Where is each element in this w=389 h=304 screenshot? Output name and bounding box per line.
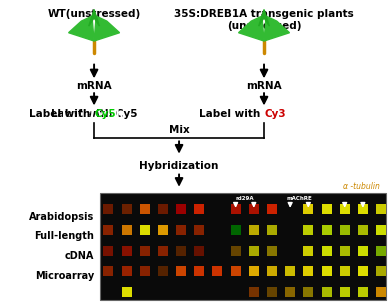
Text: Label with Cy5: Label with Cy5: [51, 109, 137, 119]
Text: WT(unstressed): WT(unstressed): [47, 9, 141, 19]
Point: [378, 269, 384, 274]
Point: [323, 269, 329, 274]
Point: [360, 227, 366, 232]
Point: [123, 207, 130, 212]
Point: [123, 290, 130, 295]
Point: [196, 248, 202, 253]
Bar: [100, 193, 385, 300]
Point: [378, 290, 384, 295]
Point: [360, 269, 366, 274]
Point: [251, 269, 257, 274]
Text: Mix: Mix: [169, 125, 189, 135]
Point: [305, 290, 312, 295]
Point: [342, 207, 348, 212]
Text: Full-length: Full-length: [34, 231, 94, 241]
Point: [178, 227, 184, 232]
Point: [251, 290, 257, 295]
Polygon shape: [89, 9, 100, 26]
Point: [160, 227, 166, 232]
Polygon shape: [68, 16, 94, 41]
Polygon shape: [264, 16, 289, 41]
Text: mRNA: mRNA: [76, 81, 112, 91]
Point: [160, 207, 166, 212]
Text: Label with: Label with: [29, 109, 94, 119]
Point: [178, 269, 184, 274]
Point: [233, 227, 239, 232]
Point: [269, 207, 275, 212]
Polygon shape: [238, 16, 264, 41]
Text: 35S:DREB1A transgenic plants
(unstressed): 35S:DREB1A transgenic plants (unstressed…: [174, 9, 354, 30]
Text: Hybridization: Hybridization: [139, 161, 219, 171]
Text: mAChRE: mAChRE: [286, 195, 312, 201]
Point: [287, 269, 293, 274]
Point: [233, 248, 239, 253]
Polygon shape: [259, 9, 269, 26]
Point: [305, 269, 312, 274]
Point: [105, 248, 112, 253]
Text: Cy3: Cy3: [264, 109, 286, 119]
Point: [142, 207, 148, 212]
Point: [142, 269, 148, 274]
Point: [178, 207, 184, 212]
Point: [251, 248, 257, 253]
Point: [196, 207, 202, 212]
Point: [378, 227, 384, 232]
Point: [342, 269, 348, 274]
Point: [287, 290, 293, 295]
Point: [196, 269, 202, 274]
Point: [123, 227, 130, 232]
Point: [378, 248, 384, 253]
Point: [251, 227, 257, 232]
Point: [323, 207, 329, 212]
Point: [269, 290, 275, 295]
Point: [123, 248, 130, 253]
Text: Cy5: Cy5: [94, 109, 116, 119]
Text: α -tubulin: α -tubulin: [343, 182, 380, 191]
Point: [105, 207, 112, 212]
Point: [178, 248, 184, 253]
Point: [160, 248, 166, 253]
Point: [360, 290, 366, 295]
Point: [142, 248, 148, 253]
Point: [342, 248, 348, 253]
Point: [105, 269, 112, 274]
Point: [378, 207, 384, 212]
Point: [214, 269, 221, 274]
Point: [323, 290, 329, 295]
Text: cDNA: cDNA: [65, 251, 94, 261]
Point: [196, 227, 202, 232]
Text: Microarray: Microarray: [35, 271, 94, 281]
Point: [305, 207, 312, 212]
Point: [142, 227, 148, 232]
Text: rd29A: rd29A: [235, 195, 254, 201]
Text: mRNA: mRNA: [246, 81, 282, 91]
Point: [269, 227, 275, 232]
Point: [305, 227, 312, 232]
Point: [305, 248, 312, 253]
Point: [269, 248, 275, 253]
Point: [360, 207, 366, 212]
Text: Label with: Label with: [61, 109, 126, 119]
Point: [269, 269, 275, 274]
Point: [323, 227, 329, 232]
Point: [342, 290, 348, 295]
Point: [251, 207, 257, 212]
Point: [323, 248, 329, 253]
Point: [233, 207, 239, 212]
Text: Label with: Label with: [199, 109, 264, 119]
Point: [233, 269, 239, 274]
Point: [160, 269, 166, 274]
Point: [123, 269, 130, 274]
Point: [342, 227, 348, 232]
Text: Arabidopsis: Arabidopsis: [29, 212, 94, 222]
Point: [105, 227, 112, 232]
Polygon shape: [94, 16, 119, 41]
Point: [360, 248, 366, 253]
